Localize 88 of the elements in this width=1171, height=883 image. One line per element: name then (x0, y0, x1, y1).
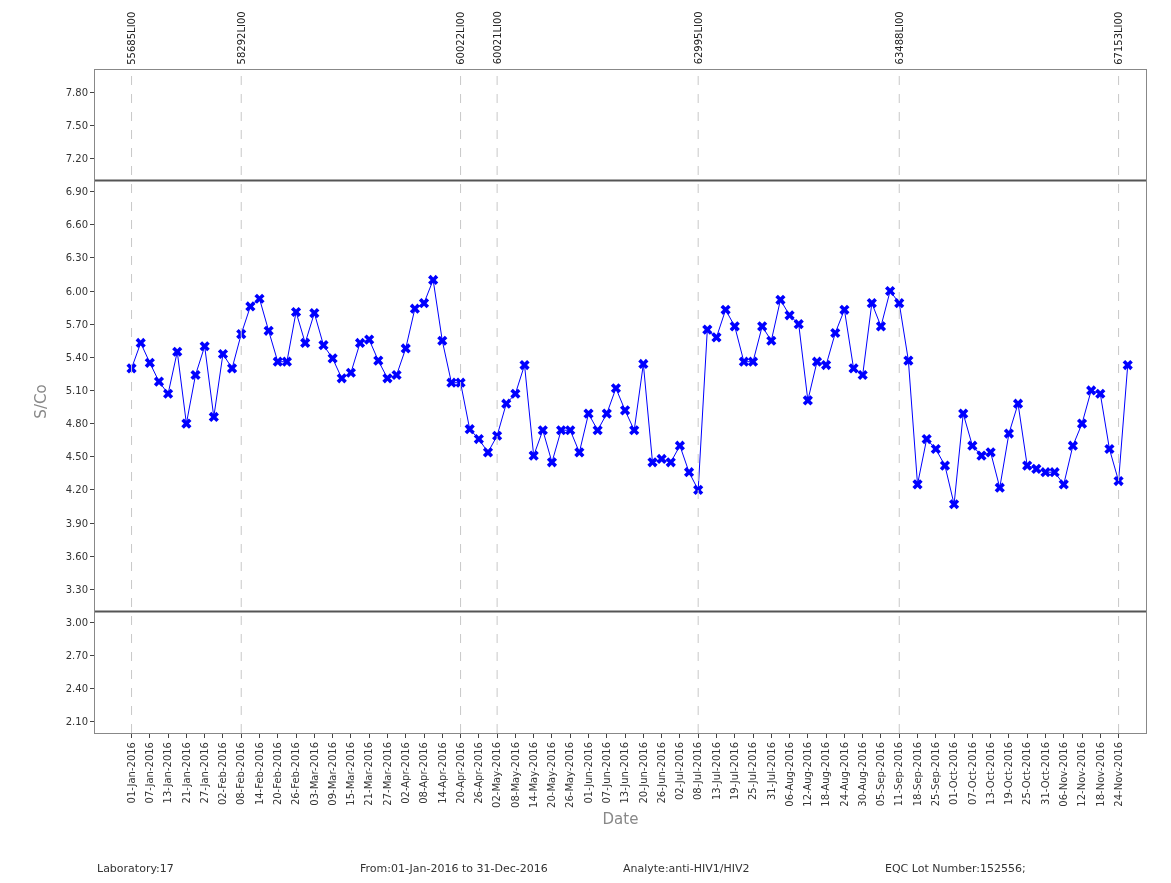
y-tick-label: 3.90 (65, 517, 88, 529)
x-tick-label: 31-Jul-2016 (765, 742, 777, 801)
x-tick-label: 26-May-2016 (564, 742, 576, 808)
y-tick-label: 5.70 (65, 318, 88, 330)
x-tick-label: 13-Jul-2016 (710, 742, 722, 801)
x-tick-label: 08-Apr-2016 (418, 742, 430, 804)
ref-line-label: 60022LI00 (455, 11, 467, 65)
x-tick-label: 02-May-2016 (491, 742, 503, 808)
text: From:01-Jan-2016 to 31-Dec-2016 (360, 862, 548, 875)
ref-line-label: 58292LI00 (236, 11, 248, 65)
x-tick-label: 13-Jan-2016 (162, 742, 174, 804)
x-tick-label: 02-Apr-2016 (399, 742, 411, 804)
x-tick-label: 14-Apr-2016 (436, 742, 448, 804)
x-tick-label: 26-Feb-2016 (290, 742, 302, 806)
x-tick-label: 09-Mar-2016 (326, 742, 338, 806)
x-tick-label: 08-Jul-2016 (692, 742, 704, 801)
x-tick-label: 05-Sep-2016 (875, 742, 887, 807)
text: Laboratory:17 (97, 862, 174, 875)
y-tick-label: 6.30 (65, 252, 88, 264)
x-tick-label: 03-Mar-2016 (308, 742, 320, 806)
text: EQC Lot Number:152556; (885, 862, 1026, 875)
y-tick-label: 2.40 (65, 683, 88, 695)
x-tick-label: 01-Jun-2016 (582, 742, 594, 804)
x-tick-label: 12-Aug-2016 (802, 742, 814, 807)
x-tick-label: 14-Feb-2016 (253, 742, 265, 806)
text: Analyte:anti-HIV1/HIV2 (623, 862, 750, 875)
y-tick-label: 3.60 (65, 550, 88, 562)
x-tick-label: 02-Jul-2016 (674, 742, 686, 801)
x-tick-label: 19-Oct-2016 (1003, 742, 1015, 805)
x-tick-label: 27-Mar-2016 (381, 742, 393, 806)
x-tick-label: 26-Apr-2016 (473, 742, 485, 804)
y-tick-label: 6.00 (65, 285, 88, 297)
x-tick-label: 19-Jul-2016 (728, 742, 740, 801)
x-tick-label: 06-Aug-2016 (783, 742, 795, 807)
x-tick-label: 18-Sep-2016 (911, 742, 923, 807)
x-axis-title: Date (602, 809, 639, 828)
x-tick-label: 25-Jul-2016 (747, 742, 759, 801)
x-tick-label: 08-May-2016 (509, 742, 521, 808)
x-tick-label: 06-Nov-2016 (1058, 742, 1069, 807)
x-tick-label: 13-Jun-2016 (619, 742, 631, 804)
y-tick-label: 4.80 (65, 418, 88, 430)
x-tick-label: 01-Oct-2016 (948, 742, 960, 805)
x-tick-label: 26-Jun-2016 (655, 742, 667, 804)
x-tick-label: 30-Aug-2016 (856, 742, 868, 807)
x-tick-label: 13-Oct-2016 (984, 742, 996, 805)
x-tick-label: 20-Apr-2016 (454, 742, 466, 804)
y-tick-label: 5.40 (65, 351, 88, 363)
x-tick-label: 07-Oct-2016 (966, 742, 978, 805)
y-tick-label: 3.30 (65, 583, 88, 595)
y-tick-label: 6.60 (65, 219, 88, 231)
y-tick-label: 5.10 (65, 384, 88, 396)
x-tick-label: 07-Jan-2016 (144, 742, 156, 804)
x-tick-label: 15-Mar-2016 (345, 742, 357, 806)
y-tick-label: 4.50 (65, 451, 88, 463)
x-tick-label: 20-May-2016 (546, 742, 558, 808)
x-tick-label: 21-Mar-2016 (363, 742, 375, 806)
y-axis-title: S/Co (31, 384, 50, 419)
x-tick-label: 31-Oct-2016 (1039, 742, 1051, 805)
x-tick-label: 11-Sep-2016 (893, 742, 905, 807)
x-tick-label: 21-Jan-2016 (180, 742, 192, 804)
ref-line-label: 60021LI00 (491, 11, 503, 65)
x-tick-label: 01-Jan-2016 (125, 742, 137, 804)
y-tick-label: 2.70 (65, 650, 88, 662)
x-tick-label: 14-May-2016 (527, 742, 539, 808)
x-tick-label: 18-Aug-2016 (820, 742, 832, 807)
y-tick-label: 3.00 (65, 617, 88, 628)
x-tick-label: 20-Feb-2016 (272, 742, 284, 806)
x-tick-label: 02-Feb-2016 (217, 742, 229, 806)
x-tick-label: 07-Jun-2016 (601, 742, 613, 804)
y-tick-label: 4.20 (65, 484, 88, 496)
x-tick-label: 25-Oct-2016 (1021, 742, 1033, 805)
y-tick-label: 7.50 (65, 119, 88, 131)
x-tick-label: 20-Jun-2016 (637, 742, 649, 804)
x-tick-label: 24-Aug-2016 (838, 742, 850, 807)
y-tick-label: 7.20 (65, 152, 88, 164)
y-tick-label: 7.80 (65, 86, 88, 98)
ref-line-label: 62995LI00 (692, 11, 704, 65)
y-tick-label: 6.90 (65, 186, 88, 198)
x-tick-label: 12-Nov-2016 (1076, 742, 1088, 807)
x-tick-label: 08-Feb-2016 (235, 742, 247, 806)
x-tick-label: 24-Nov-2016 (1112, 742, 1124, 807)
y-tick-label: 2.10 (65, 716, 88, 728)
ref-line-label: 67153LI00 (1113, 11, 1125, 65)
x-tick-label: 25-Sep-2016 (930, 742, 942, 807)
x-tick-label: 18-Nov-2016 (1094, 742, 1106, 807)
ref-line-label: 63488LI00 (894, 11, 906, 65)
x-tick-label: 27-Jan-2016 (198, 742, 210, 804)
ref-line-label: 55685LI00 (126, 11, 138, 65)
